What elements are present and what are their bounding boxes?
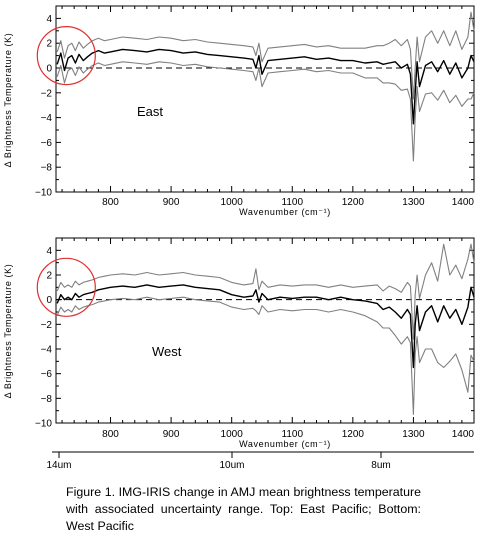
- micrometer-axis: 14um 10um 8um: [46, 451, 474, 471]
- y-tick-label: −10: [35, 188, 52, 199]
- x-tick-label: 1400: [452, 197, 475, 208]
- y-tick-label: 0: [46, 64, 52, 75]
- y-tick-label: −6: [41, 369, 53, 380]
- x-tick-label: 1400: [452, 429, 475, 440]
- series-line-lower: [56, 296, 475, 415]
- y-tick-label: −8: [41, 394, 53, 405]
- x-tick-label: 1100: [282, 197, 304, 208]
- x-tick-label: 900: [163, 197, 180, 208]
- west-panel: 4 2 0 −2 −4 −6 −8 −10 800 900 1000 1100 1200 1300 1400…: [3, 237, 475, 449]
- figure-caption: Figure 1. IMG-IRIS change in AMJ mean br…: [66, 485, 421, 533]
- y-tick-label: −8: [41, 163, 53, 174]
- y-tick-label: −4: [41, 113, 53, 124]
- x-tick-label: 1100: [282, 429, 304, 440]
- y-tick-label: 2: [46, 39, 52, 50]
- plot-frame: [55, 5, 475, 193]
- x-tick-label: 1000: [221, 197, 244, 208]
- highlight-circle: [36, 257, 96, 317]
- plot-frame: [55, 237, 475, 424]
- y-tick-label: −2: [41, 88, 53, 99]
- panel-label: West: [152, 344, 182, 359]
- x-axis-title: Wavenumber (cm⁻¹): [239, 207, 331, 217]
- y-tick-label: 2: [46, 271, 52, 282]
- um-tick-label: 8um: [371, 460, 390, 471]
- x-tick-label: 1200: [342, 429, 365, 440]
- y-tick-label: 0: [46, 295, 52, 306]
- y-tick-label: 4: [46, 246, 52, 257]
- x-tick-label: 900: [163, 429, 180, 440]
- y-axis-title: Δ Brightness Temperature (K): [3, 33, 13, 168]
- series-line-lower: [56, 61, 475, 162]
- y-tick-label: −6: [41, 138, 53, 149]
- y-tick-label: −4: [41, 345, 53, 356]
- x-tick-label: 1000: [221, 429, 244, 440]
- x-tick-label: 800: [102, 197, 119, 208]
- y-tick-label: 4: [46, 14, 52, 25]
- um-tick-label: 10um: [219, 460, 244, 471]
- y-tick-label: −10: [35, 419, 52, 430]
- x-tick-label: 1300: [402, 429, 425, 440]
- um-tick-label: 14um: [46, 460, 71, 471]
- highlight-circle: [36, 25, 96, 86]
- series-line-upper: [56, 243, 475, 340]
- y-tick-label: −2: [41, 320, 53, 331]
- y-axis-title: Δ Brightness Temperature (K): [3, 264, 13, 399]
- x-axis-title: Wavenumber (cm⁻¹): [239, 439, 331, 449]
- panel-label: East: [137, 104, 163, 119]
- x-tick-label: 800: [102, 429, 119, 440]
- x-tick-label: 1300: [402, 197, 425, 208]
- series-line-upper: [56, 11, 475, 100]
- east-panel: 4 2 0 −2 −4 −6 −8 −10 800 900 1000 1100 1200 1300 1400…: [3, 5, 475, 217]
- x-tick-label: 1200: [342, 197, 365, 208]
